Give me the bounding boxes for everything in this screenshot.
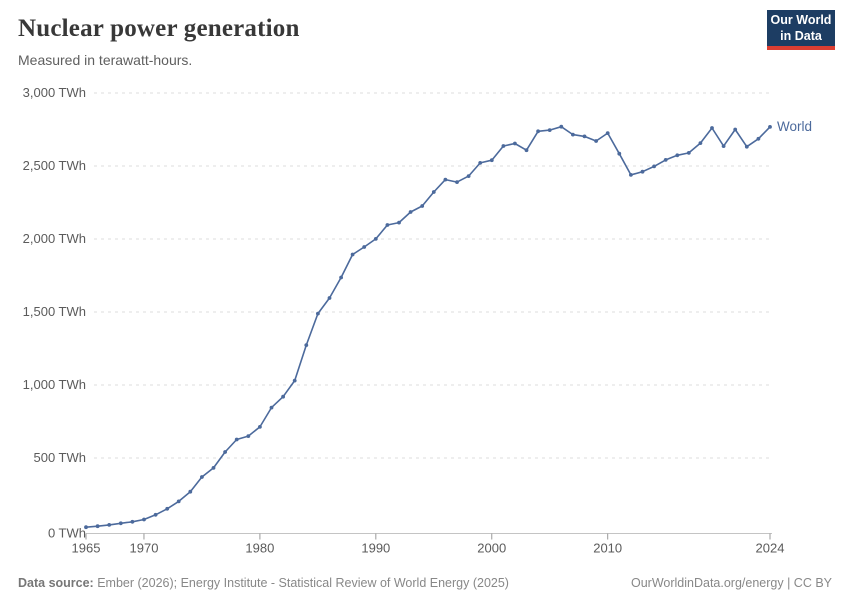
data-point-marker[interactable] — [617, 151, 622, 156]
data-point-marker[interactable] — [640, 169, 645, 174]
data-point-marker[interactable] — [455, 180, 459, 185]
data-point-marker[interactable] — [304, 343, 309, 347]
data-point-marker[interactable] — [501, 144, 506, 148]
data-point-marker[interactable] — [269, 405, 274, 410]
data-point-marker[interactable] — [733, 127, 738, 132]
y-axis-tick-label: 1,500 TWh — [23, 304, 86, 319]
x-axis-tick-label: 2000 — [477, 541, 506, 556]
x-axis-tick-label: 1965 — [72, 541, 101, 556]
data-point-marker[interactable] — [84, 525, 88, 530]
owid-logo[interactable]: Our World in Data — [767, 10, 835, 50]
data-point-marker[interactable] — [397, 220, 401, 225]
data-point-marker[interactable] — [686, 151, 691, 155]
data-source-line[interactable]: Data source: Ember (2026); Energy Instit… — [18, 576, 509, 590]
data-point-marker[interactable] — [130, 519, 135, 524]
data-point-marker[interactable] — [420, 204, 425, 208]
x-axis-tick-label: 2010 — [593, 541, 622, 556]
data-point-marker[interactable] — [153, 512, 158, 517]
y-axis-tick-label: 3,000 TWh — [23, 85, 86, 100]
owid-logo-line2: in Data — [780, 29, 822, 43]
data-point-marker[interactable] — [292, 378, 297, 383]
data-point-marker[interactable] — [223, 450, 228, 454]
data-point-marker[interactable] — [594, 139, 598, 143]
data-point-marker[interactable] — [571, 132, 575, 137]
y-axis-tick-label: 1,000 TWh — [23, 377, 86, 392]
data-point-marker[interactable] — [582, 134, 587, 139]
data-point-marker[interactable] — [95, 524, 100, 529]
data-point-marker[interactable] — [698, 141, 703, 146]
data-point-marker[interactable] — [513, 141, 517, 146]
data-point-marker[interactable] — [443, 177, 448, 182]
data-point-marker[interactable] — [756, 136, 761, 141]
data-point-marker[interactable] — [524, 148, 529, 153]
data-point-marker[interactable] — [675, 153, 680, 158]
data-point-marker[interactable] — [466, 174, 471, 179]
data-point-marker[interactable] — [258, 425, 262, 429]
data-source-text: Ember (2026); Energy Institute - Statist… — [93, 576, 509, 590]
owid-logo-line1: Our World — [770, 12, 832, 27]
data-point-marker[interactable] — [663, 158, 668, 162]
data-point-marker[interactable] — [142, 517, 146, 522]
data-point-marker[interactable] — [211, 466, 216, 470]
data-point-marker[interactable] — [489, 158, 494, 163]
data-point-marker[interactable] — [281, 394, 285, 399]
y-axis-tick-label: 2,000 TWh — [23, 231, 86, 246]
data-point-marker[interactable] — [721, 144, 726, 149]
y-axis-tick-label: 2,500 TWh — [23, 158, 86, 173]
world-line-series[interactable] — [85, 125, 771, 528]
data-point-marker[interactable] — [547, 128, 552, 133]
data-point-marker[interactable] — [768, 125, 772, 129]
y-axis-tick-label: 0 TWh — [48, 526, 86, 541]
data-point-marker[interactable] — [327, 296, 332, 300]
chart-footer: Data source: Ember (2026); Energy Instit… — [0, 576, 850, 590]
x-axis-tick-label: 1980 — [245, 541, 274, 556]
data-point-marker[interactable] — [176, 499, 181, 504]
data-point-marker[interactable] — [373, 237, 378, 241]
data-point-marker[interactable] — [629, 173, 633, 177]
x-axis-tick-label: 2024 — [756, 541, 785, 556]
data-point-marker[interactable] — [559, 124, 564, 129]
data-point-marker[interactable] — [118, 521, 123, 526]
data-point-marker[interactable] — [316, 311, 320, 316]
data-point-marker[interactable] — [234, 437, 239, 442]
data-point-marker[interactable] — [339, 275, 343, 280]
x-axis-tick-label: 1990 — [361, 541, 390, 556]
data-point-marker[interactable] — [165, 506, 170, 511]
data-source-label: Data source: — [18, 576, 94, 590]
data-point-marker[interactable] — [188, 489, 193, 494]
data-point-marker[interactable] — [478, 161, 483, 165]
data-point-marker[interactable] — [710, 126, 714, 130]
data-point-marker[interactable] — [605, 131, 610, 136]
data-point-marker[interactable] — [431, 190, 436, 194]
data-point-marker[interactable] — [107, 523, 112, 527]
data-point-marker[interactable] — [408, 210, 413, 214]
y-axis-tick-label: 500 TWh — [33, 450, 86, 465]
data-point-marker[interactable] — [385, 223, 390, 227]
series-label-world: World — [777, 119, 812, 134]
x-axis-tick-label: 1970 — [130, 541, 159, 556]
page-title: Nuclear power generation — [18, 15, 300, 42]
data-point-marker[interactable] — [200, 475, 204, 479]
chart-subtitle: Measured in terawatt-hours. — [18, 52, 193, 68]
data-point-marker[interactable] — [362, 245, 367, 249]
data-point-marker[interactable] — [652, 164, 656, 169]
data-point-marker[interactable] — [350, 252, 355, 257]
footer-attribution-link[interactable]: OurWorldinData.org/energy | CC BY — [630, 576, 832, 590]
data-point-marker[interactable] — [536, 129, 540, 134]
data-point-marker[interactable] — [246, 434, 251, 438]
data-point-marker[interactable] — [744, 144, 749, 149]
